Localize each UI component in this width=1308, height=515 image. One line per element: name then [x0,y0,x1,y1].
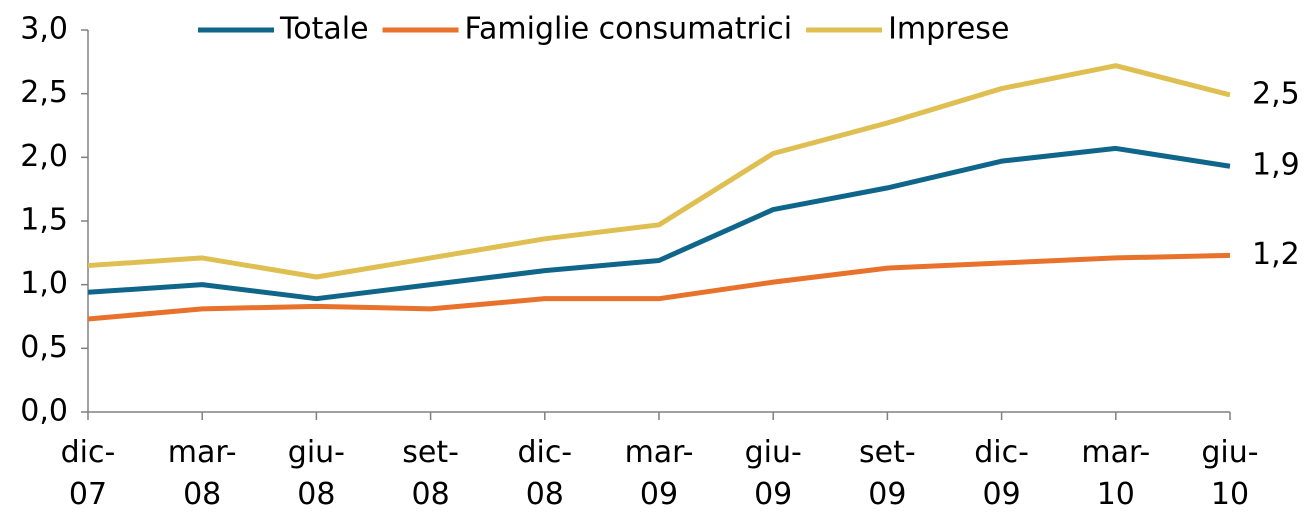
value-label: 2,5 [1252,76,1300,111]
x-tick-label: dic- 08 [517,435,573,512]
x-tick-label: set- 09 [859,435,916,512]
x-tick-label: giu- 09 [744,435,802,512]
value-label: 1,2 [1252,237,1300,272]
y-tick-label: 2,0 [20,139,68,174]
x-tick-label: set- 08 [402,435,459,512]
x-tick-label: mar- 10 [1081,435,1151,512]
x-tick-label: mar- 09 [624,435,694,512]
y-tick-label: 0,5 [20,330,68,365]
series-line [87,63,1231,280]
y-tick-label: 1,5 [20,203,68,238]
x-tick-label: dic- 09 [974,435,1029,512]
y-tick-label: 3,0 [20,12,68,47]
legend-label: Famiglie consumatrici [465,12,793,47]
y-tick-label: 2,5 [20,75,68,110]
series-line [87,145,1231,302]
x-tick-label: giu- 10 [1201,435,1259,512]
legend-label: Totale [279,12,369,47]
y-tick-label: 1,0 [20,266,68,301]
value-label: 1,9 [1252,148,1300,183]
legend-label: Imprese [888,12,1009,47]
x-tick-label: mar- 08 [167,435,237,512]
x-tick-label: dic- 07 [60,435,116,512]
x-tick-label: giu- 08 [287,435,345,512]
series-line [87,252,1231,322]
y-tick-label: 0,0 [20,394,68,429]
